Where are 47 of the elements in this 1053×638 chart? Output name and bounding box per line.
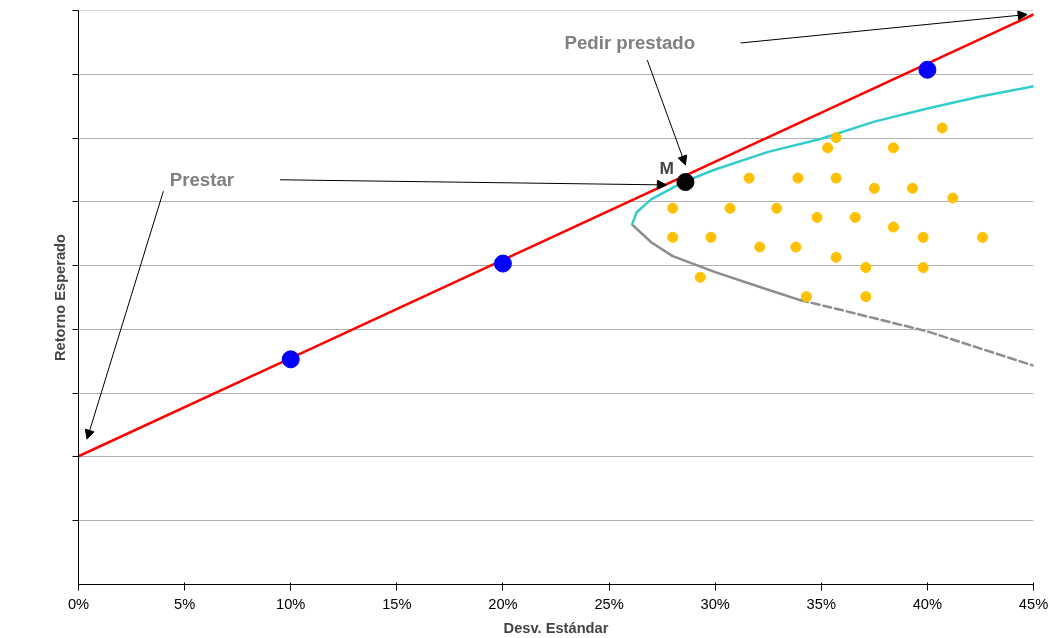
x-tick-label: 45% (1018, 595, 1049, 612)
point (493, 254, 512, 273)
point (887, 142, 899, 154)
x-tick-label: 0% (67, 595, 90, 612)
x-tick-label: 5% (174, 595, 196, 612)
point (918, 60, 937, 79)
point (667, 202, 679, 214)
x-tick-label: 15% (382, 595, 412, 612)
point (977, 231, 989, 243)
x-tick-label: 20% (488, 595, 518, 612)
point (907, 182, 919, 194)
x-tick-label: 35% (806, 595, 836, 612)
point (667, 231, 679, 243)
y-axis-title: Retorno Esperado (51, 233, 68, 362)
point (868, 182, 880, 194)
x-tick-label: 10% (276, 595, 306, 612)
annotation: Prestar (169, 169, 235, 191)
point (743, 172, 755, 184)
point (830, 132, 842, 144)
point (849, 211, 861, 223)
point (754, 241, 766, 253)
point (917, 262, 929, 274)
point (790, 241, 802, 253)
x-tick-label: 25% (594, 595, 624, 612)
point (936, 122, 948, 134)
point (800, 291, 812, 303)
annotation: M (659, 158, 674, 179)
point (694, 271, 706, 283)
point (281, 350, 300, 369)
point (792, 172, 804, 184)
annotation: Pedir prestado (564, 32, 696, 54)
point (724, 202, 736, 214)
x-tick-label: 40% (912, 595, 943, 612)
point (822, 142, 834, 154)
point (830, 251, 842, 263)
point (860, 291, 872, 303)
x-axis-title: Desv. Estándar (503, 619, 609, 636)
x-tick-label: 30% (700, 595, 730, 612)
point (887, 221, 899, 233)
point (830, 172, 842, 184)
point (860, 262, 872, 274)
point (917, 231, 929, 243)
point (771, 202, 783, 214)
point (705, 231, 717, 243)
point (811, 211, 823, 223)
point (676, 173, 695, 192)
point (947, 192, 959, 204)
